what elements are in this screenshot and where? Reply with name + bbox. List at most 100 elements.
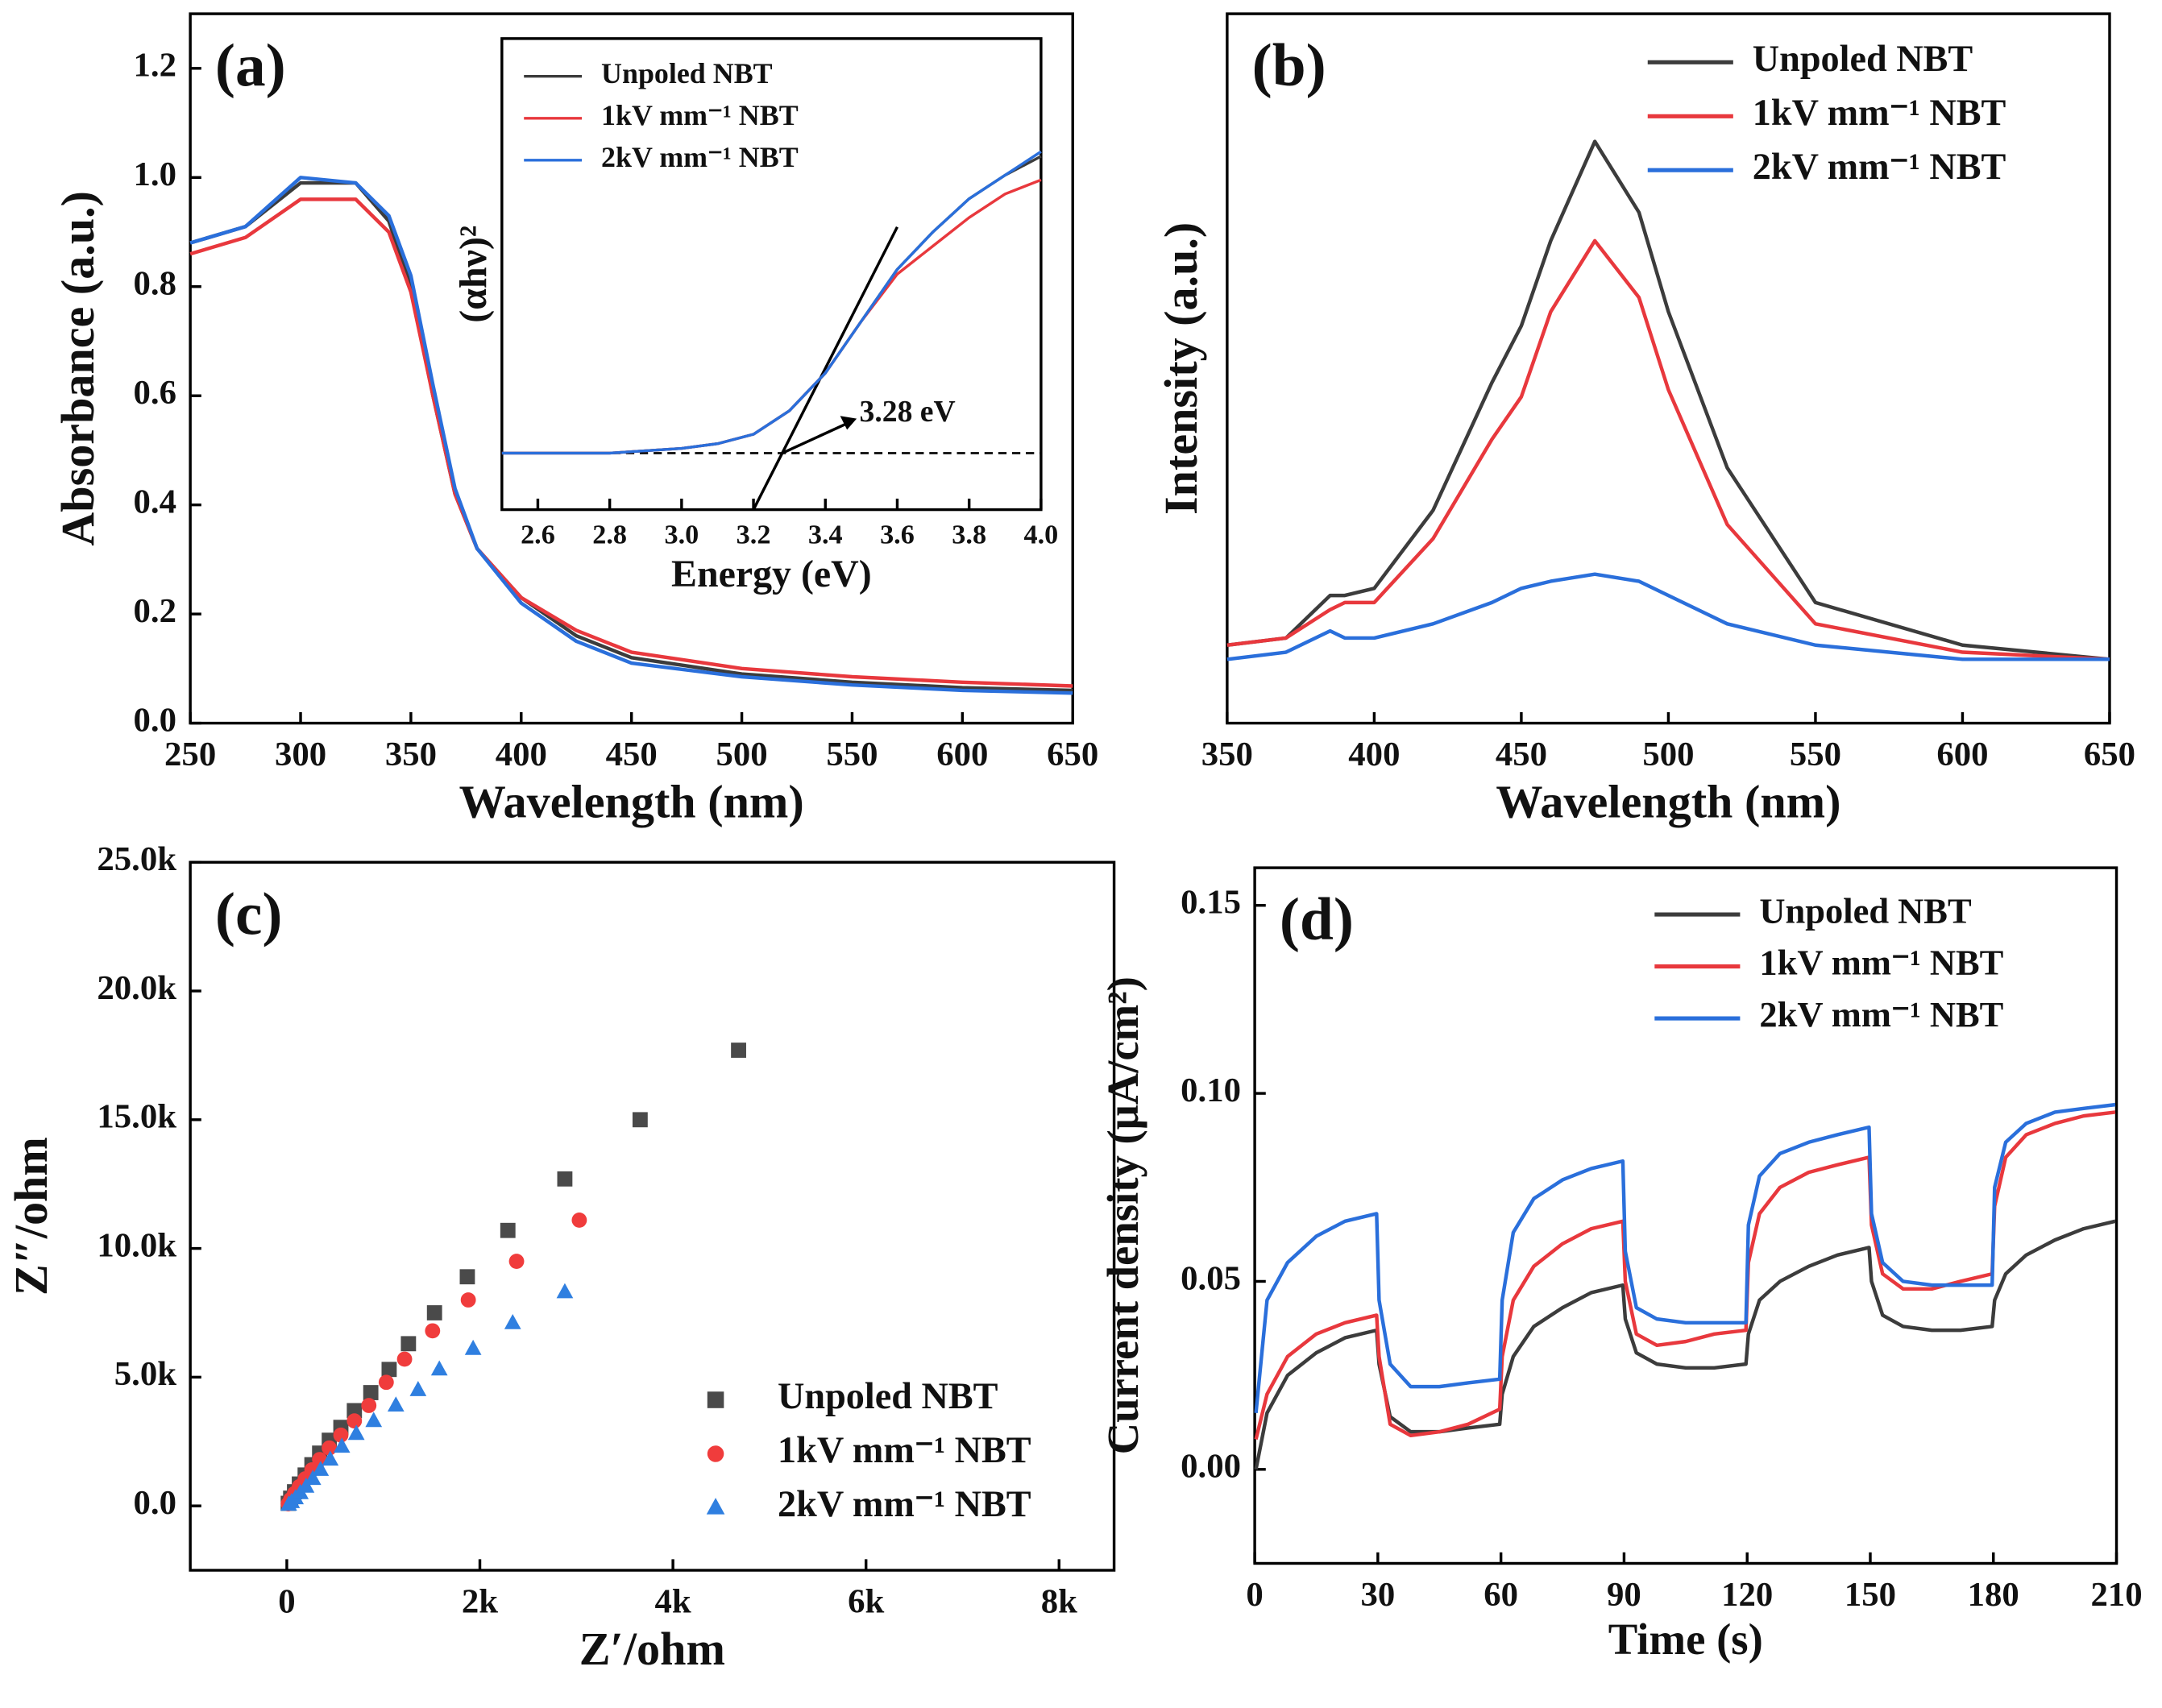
y-tick-label: 1.2 (134, 47, 176, 85)
marker-triangle (430, 1360, 448, 1376)
marker-square (459, 1269, 475, 1285)
legend-marker (707, 1391, 724, 1408)
x-tick-label: 210 (2090, 1576, 2142, 1614)
x-tick-label: 350 (385, 736, 437, 773)
marker-square (500, 1222, 516, 1238)
x-tick-label: 4.0 (1024, 520, 1059, 550)
y-tick-label: 15.0k (97, 1098, 176, 1136)
line-series (501, 178, 1042, 455)
plot-frame (189, 860, 1116, 1572)
marker-circle (322, 1440, 338, 1456)
x-axis-label: Wavelength (nm) (1496, 776, 1840, 828)
x-tick-label: 450 (1496, 736, 1547, 773)
y-tick-label: 0.2 (134, 592, 176, 630)
x-tick-label: 300 (275, 736, 326, 773)
line-series (1226, 139, 2110, 661)
x-tick-label: 450 (606, 736, 658, 773)
x-tick-label: 550 (826, 736, 878, 773)
legend-label: 2kV mm⁻¹ NBT (1753, 146, 2006, 187)
marker-square (381, 1362, 397, 1378)
y-tick-label: 0.6 (134, 374, 176, 412)
y-axis-label: Current density (μA/cm²) (1098, 976, 1147, 1454)
legend-label: Unpoled NBT (601, 57, 773, 89)
x-tick-label: 500 (1642, 736, 1694, 773)
x-tick-label: 8k (1041, 1583, 1077, 1621)
x-tick-label: 3.2 (737, 520, 771, 550)
x-tick-label: 2.8 (592, 520, 627, 550)
panel-label: (a) (215, 32, 286, 99)
marker-square (632, 1112, 648, 1128)
marker-square (426, 1305, 442, 1320)
legend-label: Unpoled NBT (1759, 890, 1971, 931)
line-series (501, 150, 1042, 455)
marker-triangle (347, 1424, 365, 1441)
marker-circle (460, 1292, 476, 1308)
y-axis-label: Z″/ohm (5, 1137, 57, 1296)
marker-triangle (297, 1477, 315, 1493)
marker-triangle (556, 1283, 574, 1299)
marker-triangle (504, 1313, 521, 1329)
x-tick-label: 3.8 (952, 520, 986, 550)
y-tick-label: 0.0 (134, 1484, 176, 1522)
x-tick-label: 650 (2084, 736, 2135, 773)
plot-frame (1253, 866, 2118, 1565)
y-tick-label: 0.15 (1181, 884, 1241, 922)
marker-circle (347, 1413, 363, 1429)
line-series (1254, 1219, 2116, 1470)
marker-square (731, 1043, 746, 1058)
line-series (1254, 1102, 2116, 1414)
x-axis-label: Wavelength (nm) (459, 776, 804, 828)
y-axis-label: (αhν)² (452, 226, 495, 323)
y-tick-label: 0.0 (134, 701, 176, 739)
x-tick-label: 3.6 (880, 520, 915, 550)
x-tick-label: 600 (936, 736, 988, 773)
marker-circle (333, 1427, 349, 1443)
y-tick-label: 20.0k (97, 969, 176, 1007)
marker-circle (571, 1213, 587, 1228)
marker-square (363, 1385, 379, 1400)
x-tick-label: 0 (1246, 1576, 1263, 1614)
annotation-arrow (782, 421, 849, 454)
legend-label: 2kV mm⁻¹ NBT (1759, 994, 2003, 1034)
y-tick-label: 0.05 (1181, 1259, 1241, 1297)
x-tick-label: 250 (164, 736, 216, 773)
legend-label: Unpoled NBT (778, 1375, 998, 1416)
panel-label: (c) (215, 881, 283, 947)
x-tick-label: 4k (655, 1583, 691, 1621)
x-tick-label: 120 (1721, 1576, 1773, 1614)
x-tick-label: 150 (1845, 1576, 1896, 1614)
x-tick-label: 6k (848, 1583, 884, 1621)
y-tick-label: 0.10 (1181, 1072, 1241, 1109)
legend-label: 1kV mm⁻¹ NBT (1753, 92, 2006, 133)
panel-label: (d) (1280, 886, 1354, 953)
line-series (1226, 572, 2110, 661)
x-tick-label: 500 (716, 736, 767, 773)
legend-label: Unpoled NBT (1753, 38, 1973, 79)
marker-circle (361, 1398, 377, 1413)
marker-triangle (333, 1437, 351, 1453)
marker-triangle (409, 1381, 427, 1396)
marker-triangle (322, 1450, 339, 1466)
x-tick-label: 60 (1484, 1576, 1518, 1614)
marker-triangle (365, 1412, 383, 1428)
y-tick-label: 10.0k (97, 1226, 176, 1264)
x-tick-label: 400 (496, 736, 547, 773)
legend-label: 2kV mm⁻¹ NBT (601, 141, 799, 173)
marker-triangle (312, 1461, 330, 1476)
marker-square (557, 1171, 573, 1187)
annotation: 3.28 eV (860, 395, 956, 429)
line-series (1254, 1110, 2116, 1441)
y-tick-label: 5.0k (114, 1355, 176, 1393)
x-tick-label: 0 (278, 1583, 295, 1621)
y-tick-label: 1.0 (134, 155, 176, 193)
legend-marker (707, 1445, 724, 1462)
legend-label: 2kV mm⁻¹ NBT (778, 1483, 1031, 1524)
marker-circle (378, 1374, 394, 1391)
x-tick-label: 550 (1790, 736, 1841, 773)
x-tick-label: 2k (462, 1583, 498, 1621)
legend-label: 1kV mm⁻¹ NBT (778, 1429, 1031, 1470)
x-tick-label: 600 (1936, 736, 1988, 773)
y-tick-label: 25.0k (97, 840, 176, 878)
line-series (189, 176, 1073, 695)
